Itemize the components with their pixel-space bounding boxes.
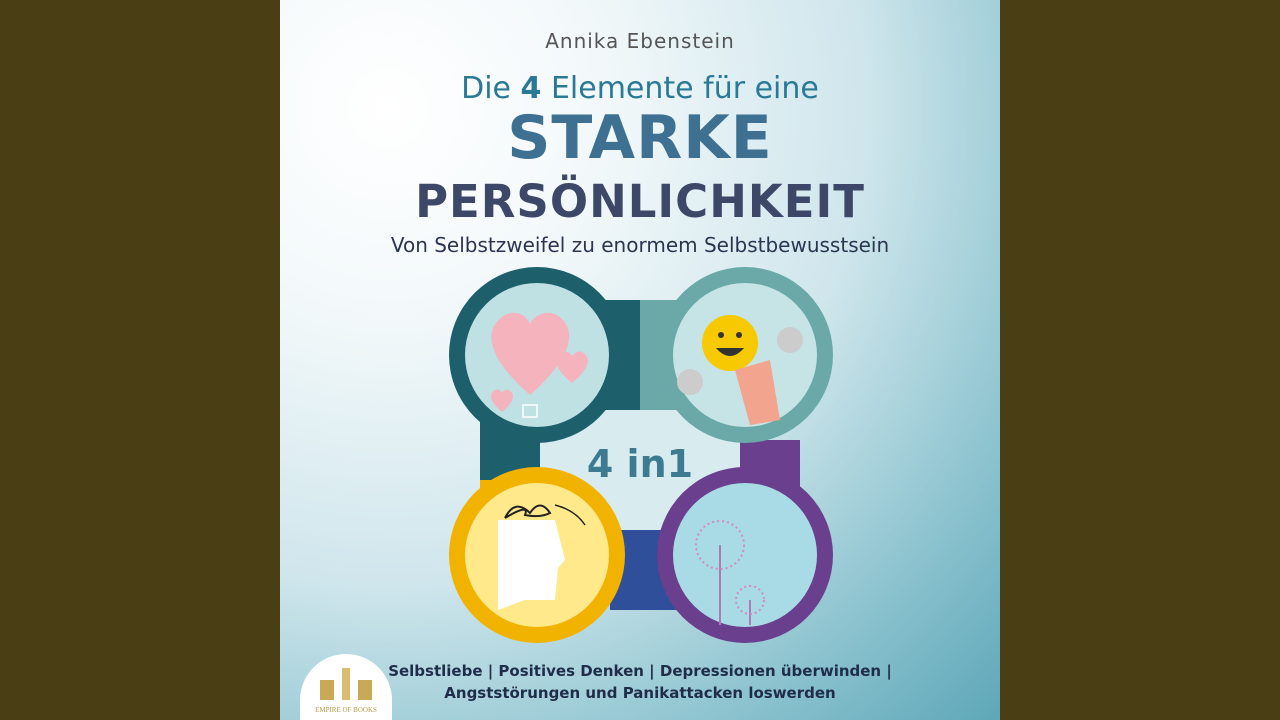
- topics-line-1: Selbstliebe | Positives Denken | Depress…: [388, 662, 892, 680]
- title-line-2: STARKE: [507, 103, 773, 173]
- dandelion-icon: [657, 467, 833, 643]
- title-pre: Die: [461, 71, 521, 106]
- four-elements-graphic: [449, 267, 833, 643]
- building-logo-icon: [320, 668, 372, 700]
- album-cover: Annika Ebenstein Die 4 Elemente für eine…: [280, 0, 1000, 720]
- title-post: Elemente für eine: [541, 71, 819, 106]
- topics-line-2: Angststörungen und Panikattacken loswerd…: [444, 684, 836, 702]
- title-number: 4: [520, 71, 542, 106]
- subtitle: Von Selbstzweifel zu enormem Selbstbewus…: [390, 233, 890, 257]
- four-in-one-badge: 4 in1: [586, 442, 694, 486]
- heart-balloon-icon: [449, 267, 625, 443]
- publisher-logo: EMPIRE OF BOOKS: [300, 654, 392, 720]
- title-line-1: Die 4 Elemente für eine: [280, 71, 1000, 107]
- smiley-hand-icon: [657, 267, 833, 443]
- title-line-3: PERSÖNLICHKEIT: [415, 175, 865, 228]
- publisher-logo-text: EMPIRE OF BOOKS: [315, 706, 377, 714]
- tangled-head-icon: [449, 467, 625, 643]
- author-name: Annika Ebenstein: [545, 29, 735, 53]
